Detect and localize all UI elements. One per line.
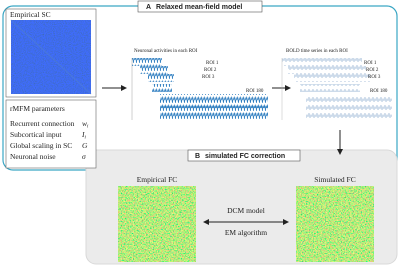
panel-label: B <box>195 153 200 160</box>
param-name: Subcortical input <box>10 130 62 139</box>
sc-diagonal <box>10 19 92 95</box>
bold-title: BOLD time series in each ROI <box>286 49 348 54</box>
roi-label: ROI 3 <box>202 75 215 80</box>
roi-label: ROI 3 <box>368 75 381 80</box>
roi-label: ROI 1 <box>364 61 377 66</box>
sc-label: Empirical SC <box>10 10 51 19</box>
neuronal-traces <box>131 58 268 120</box>
roi-label: ROI 180 <box>370 89 388 94</box>
panel-a-tab <box>137 0 263 13</box>
panel-label: A <box>146 4 151 11</box>
roi-label: ROI 1 <box>206 61 219 66</box>
panel-title: simulated FC correction <box>205 153 285 160</box>
trace <box>306 112 392 120</box>
params-title: rMFM parameters <box>10 104 65 113</box>
panel-b-tab <box>187 149 301 162</box>
param-symbol: wi <box>82 119 89 130</box>
roi-label: ROI 2 <box>366 68 379 73</box>
fc-matrix <box>118 186 196 262</box>
trace <box>160 94 268 102</box>
neuronal-title: Neuronal activities in each ROI <box>134 49 198 54</box>
param-symbol: G <box>82 141 88 150</box>
trace <box>288 66 366 74</box>
param-name: Global scaling in SC <box>10 141 72 150</box>
trace <box>306 104 392 112</box>
trace <box>282 58 362 66</box>
param-symbol: Ii <box>81 130 87 141</box>
fc-matrix <box>296 186 374 262</box>
trace <box>132 58 162 66</box>
trace <box>306 96 392 104</box>
params-box <box>5 99 97 169</box>
roi-label: ROI 2 <box>204 68 217 73</box>
trace <box>300 84 360 92</box>
param-symbol: σ <box>82 152 86 161</box>
fc-label: Empirical FC <box>137 175 178 184</box>
trace <box>152 84 172 92</box>
method-label: DCM model <box>227 206 265 215</box>
fc-label: Simulated FC <box>314 175 355 184</box>
params-rows: Recurrent connection wi Subcortical inpu… <box>10 119 89 161</box>
trace <box>148 74 174 82</box>
param-name: Neuronal noise <box>10 152 56 161</box>
panel-title: Relaxed mean-field model <box>156 4 242 11</box>
trace <box>160 106 268 114</box>
param-name: Recurrent connection <box>10 119 75 128</box>
trace <box>160 112 268 120</box>
trace <box>294 74 370 82</box>
method-label: EM algorithm <box>225 228 267 237</box>
roi-label: ROI 180 <box>246 89 264 94</box>
trace <box>160 100 268 108</box>
bold-traces <box>281 58 392 120</box>
trace <box>140 66 168 74</box>
